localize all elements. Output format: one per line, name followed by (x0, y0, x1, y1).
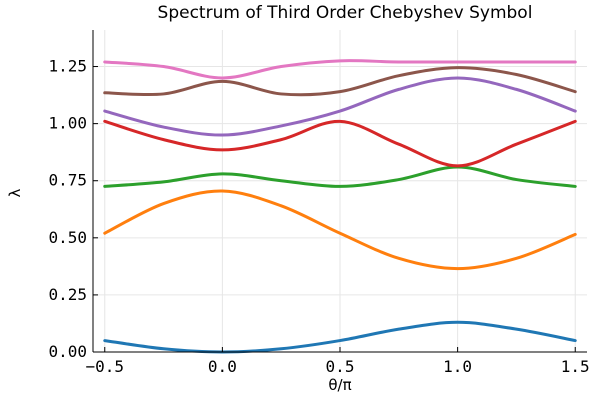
y-tick-label: 1.00 (48, 114, 87, 133)
series-line-2 (103, 189, 577, 271)
y-tick-label: 1.25 (48, 57, 87, 76)
x-tick-label: 1.5 (561, 357, 590, 376)
x-axis-label: θ/π (328, 376, 351, 394)
y-tick-label: 0.25 (48, 285, 87, 304)
series-line-4 (103, 119, 577, 168)
chart-title: Spectrum of Third Order Chebyshev Symbol (158, 3, 533, 23)
series-line-6 (103, 66, 577, 97)
series-line-1 (103, 320, 577, 354)
series-line-5 (103, 76, 577, 137)
x-tick-label: 0.0 (208, 357, 237, 376)
grid-layer (93, 30, 587, 353)
x-tick-label: −0.5 (85, 357, 124, 376)
series-line-7 (103, 59, 577, 80)
x-tick-label: 0.5 (326, 357, 355, 376)
y-axis-label: λ (6, 188, 24, 197)
y-tick-label: 0.50 (48, 228, 87, 247)
y-tick-label: 0.75 (48, 171, 87, 190)
series-layer (103, 59, 577, 354)
x-tick-label: 1.0 (443, 357, 472, 376)
ticks-layer: −0.5 0.0 0.5 1.0 1.5 0.00 0.25 0.50 0.75 1.00 1.25 (48, 57, 589, 376)
series-line-3 (103, 165, 577, 188)
y-tick-label: 0.00 (48, 342, 87, 361)
